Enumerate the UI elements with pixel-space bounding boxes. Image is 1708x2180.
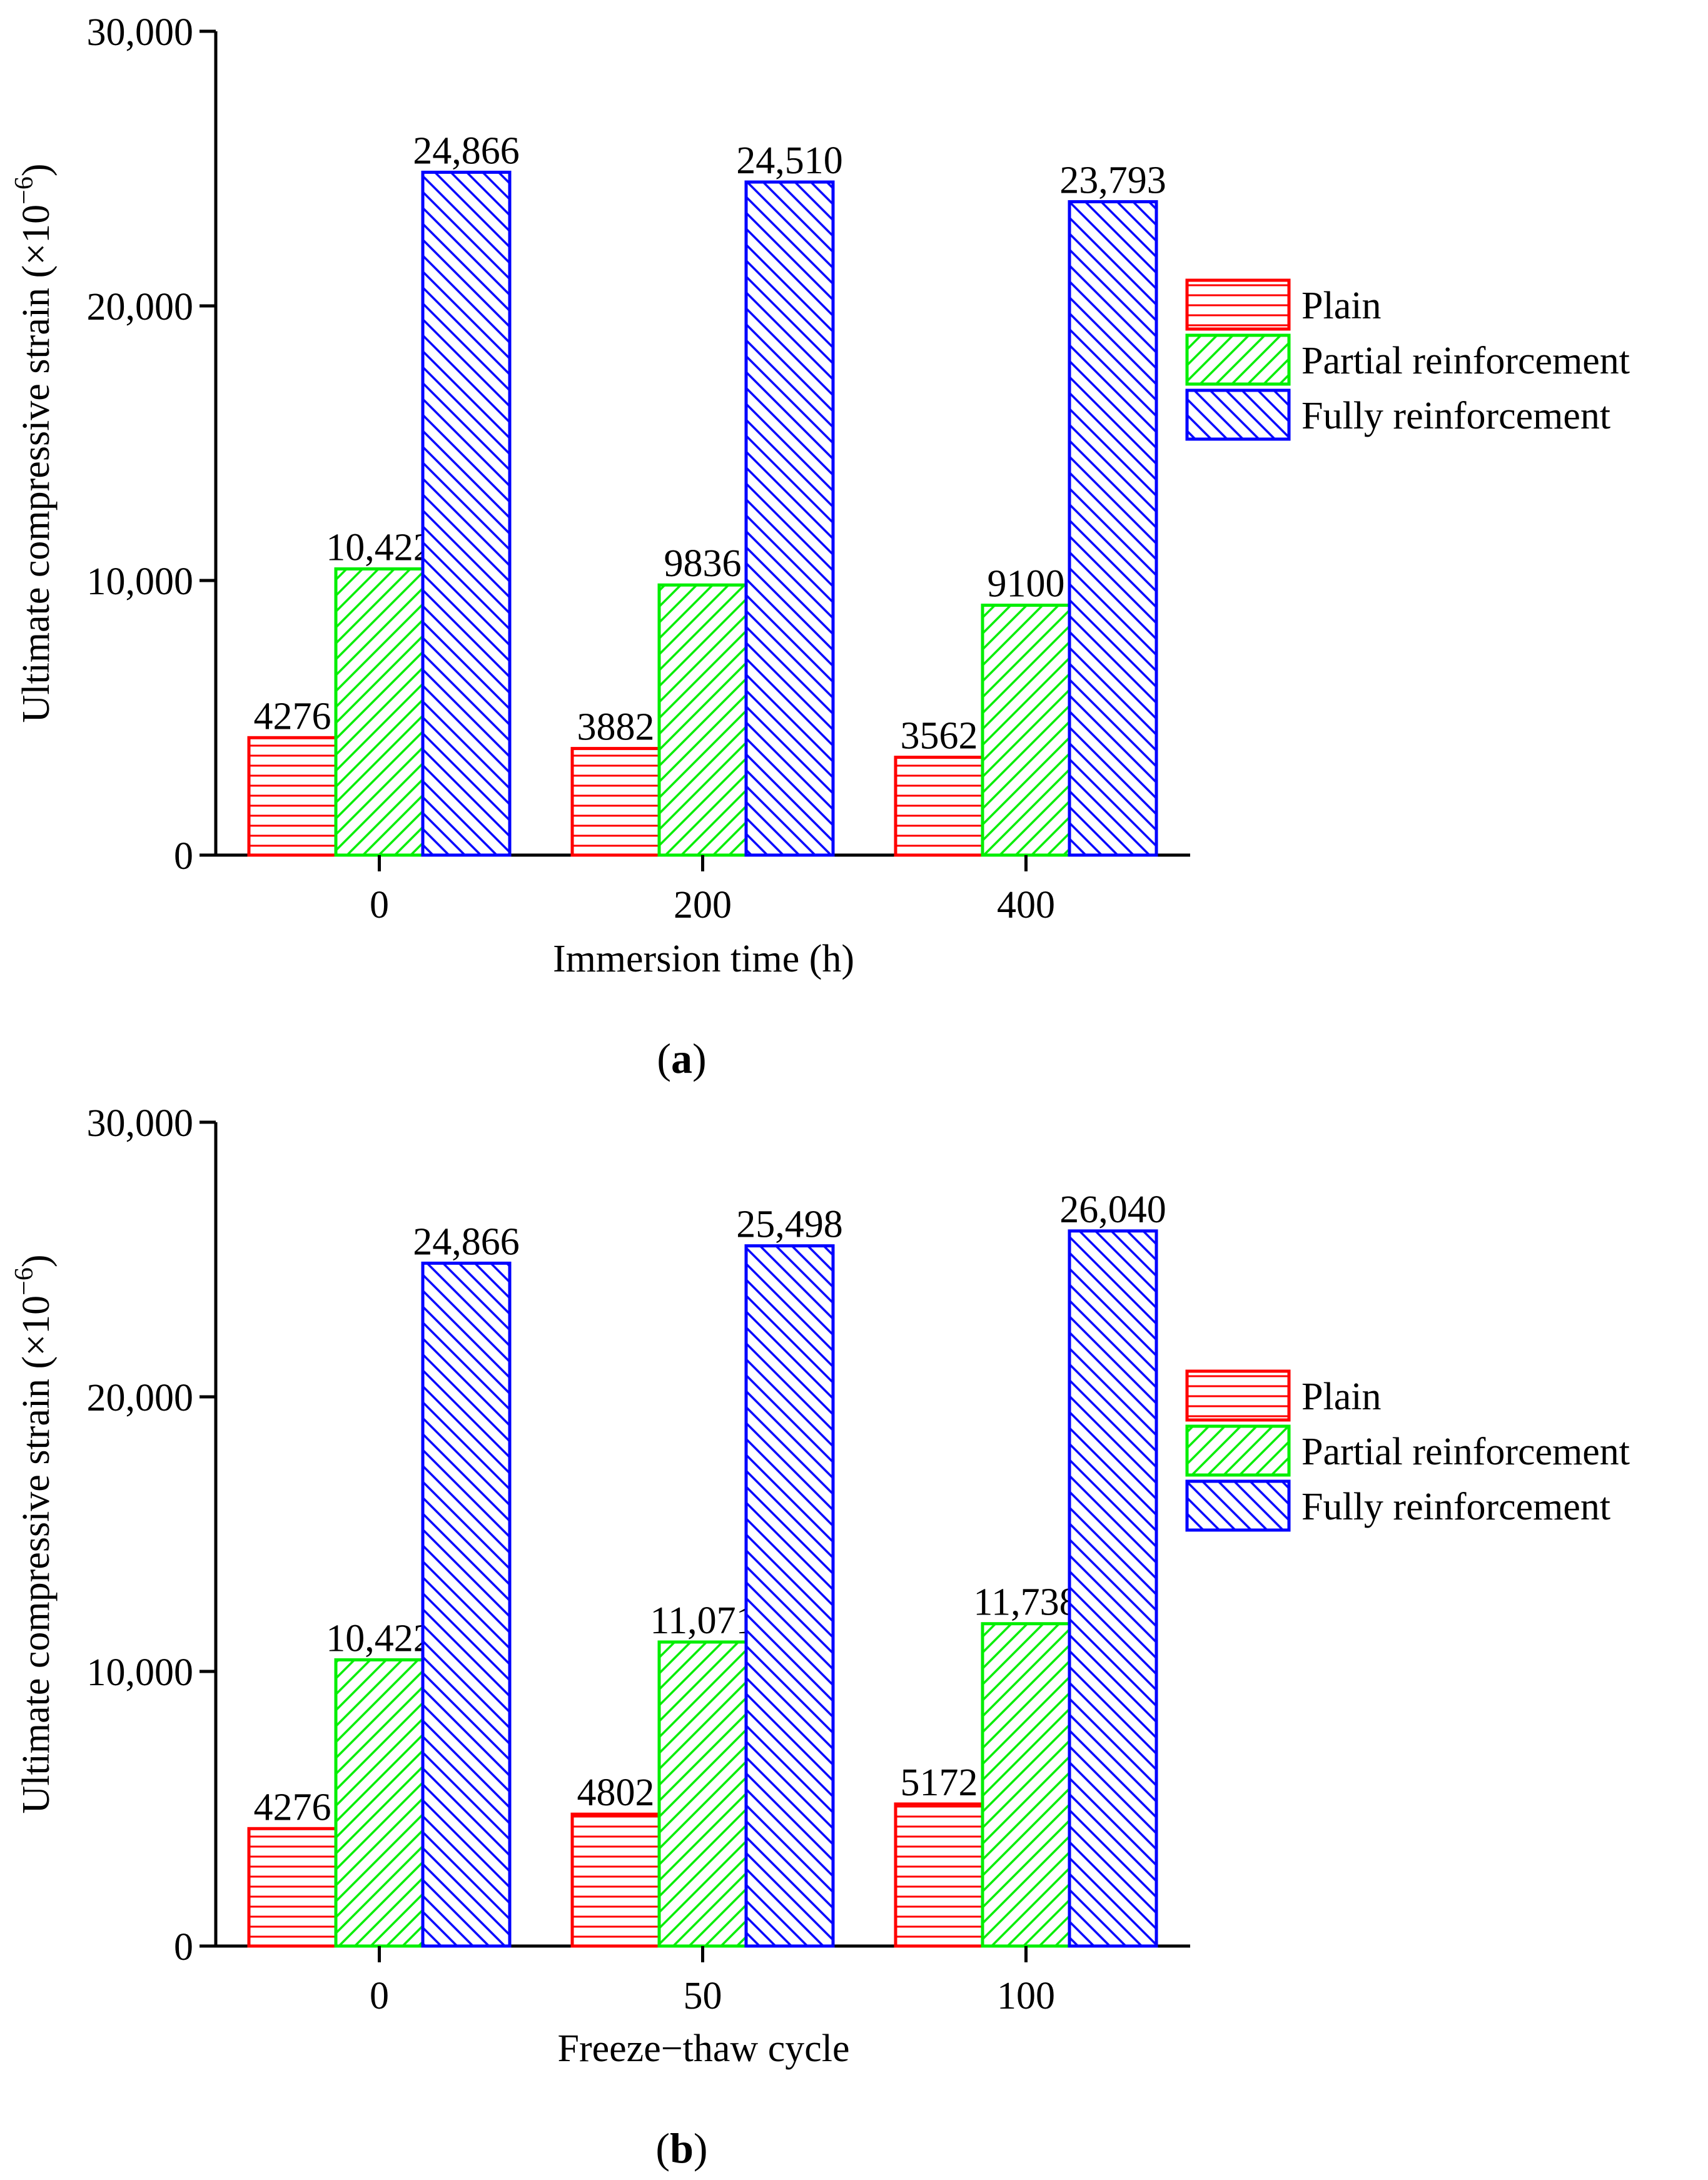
bar: [894, 1802, 984, 1948]
data-label: 3562: [901, 715, 978, 758]
x-tick-label: 400: [997, 884, 1055, 926]
data-label: 4276: [254, 695, 331, 738]
data-label: 26,040: [1059, 1189, 1166, 1231]
panel-b: 0 10,000 20,000 30,000 4276 10,422 24,866 0 4802…: [10, 1102, 1630, 2172]
bar: [247, 736, 338, 857]
x-tick-label: 100: [997, 1975, 1055, 2017]
panel-label-open: (: [655, 2124, 670, 2172]
y-tick-label: 0: [174, 835, 193, 878]
panel-label: (a): [657, 1035, 706, 1082]
y-axis-label-main: Ultimate compressive strain (×10: [15, 205, 58, 723]
data-label: 4802: [577, 1772, 655, 1814]
x-tick-label: 50: [684, 1975, 722, 2017]
bar: [1068, 1229, 1158, 1948]
data-label: 24,510: [736, 139, 843, 182]
panel-a: 0 10,000 20,000 30,000 4276 10,422 24,866 0 3882…: [10, 11, 1630, 1082]
data-label: 10,422: [326, 1617, 433, 1660]
y-axis-label: Ultimate compressive strain (×10−6): [10, 163, 58, 722]
panel-label: (b): [655, 2124, 707, 2172]
legend-label: Fully reinforcement: [1301, 1486, 1610, 1528]
data-label: 3882: [577, 706, 655, 749]
legend-label: Plain: [1301, 285, 1381, 327]
y-axis-label-main: Ultimate compressive strain (×10: [15, 1295, 58, 1814]
panel-label-open: (: [657, 1035, 671, 1082]
y-axis-label-exponent: −6: [10, 176, 39, 205]
bar: [981, 604, 1071, 857]
legend-label: Fully reinforcement: [1301, 395, 1610, 437]
data-label: 24,866: [413, 129, 520, 172]
legend-label: Partial reinforcement: [1301, 340, 1630, 382]
legend-label: Partial reinforcement: [1301, 1431, 1630, 1473]
x-tick-label: 200: [674, 884, 732, 926]
bar: [570, 747, 661, 857]
x-axis-label: Immersion time (h): [553, 938, 854, 980]
y-tick-label: 20,000: [87, 1377, 194, 1419]
bar: [744, 1244, 835, 1948]
x-tick-label: 0: [370, 884, 389, 926]
y-axis-label-close: ): [15, 1254, 58, 1267]
data-label: 10,422: [326, 526, 433, 569]
y-tick-label: 10,000: [87, 560, 194, 603]
bar: [744, 180, 835, 857]
data-label: 11,738: [973, 1581, 1078, 1624]
x-tick-label: 0: [370, 1975, 389, 2017]
y-tick-label: 20,000: [87, 286, 194, 328]
panel-label-close: ): [692, 1035, 707, 1082]
bar: [334, 567, 425, 857]
legend-swatch: [1185, 333, 1291, 386]
data-label: 4276: [254, 1786, 331, 1828]
bar: [894, 756, 984, 857]
y-axis-label-exponent: −6: [10, 1267, 39, 1295]
legend-swatch: [1185, 278, 1291, 331]
panel-label-letter: b: [670, 2124, 694, 2172]
data-label: 23,793: [1059, 159, 1166, 201]
bar: [1068, 200, 1158, 857]
y-tick-label: 30,000: [87, 1102, 194, 1145]
data-label: 5172: [901, 1762, 978, 1804]
bar: [421, 1261, 512, 1948]
y-tick-label: 10,000: [87, 1651, 194, 1694]
legend-label: Plain: [1301, 1376, 1381, 1418]
bar: [334, 1658, 425, 1948]
y-axis-label: Ultimate compressive strain (×10−6): [10, 1254, 58, 1813]
bar: [247, 1827, 338, 1948]
y-axis-label-close: ): [15, 163, 58, 176]
x-axis-label: Freeze−thaw cycle: [558, 2027, 850, 2070]
data-label: 9836: [664, 542, 742, 585]
data-label: 24,866: [413, 1220, 520, 1263]
data-label: 9100: [988, 563, 1065, 606]
legend-swatch: [1185, 1369, 1291, 1422]
data-label: 25,498: [736, 1204, 843, 1246]
data-label: 11,071: [650, 1600, 755, 1642]
bar: [657, 583, 748, 857]
legend-swatch: [1185, 1424, 1291, 1477]
bar: [657, 1640, 748, 1948]
y-tick-label: 30,000: [87, 11, 194, 54]
bar: [570, 1812, 661, 1948]
legend-swatch: [1185, 1479, 1291, 1532]
bar: [981, 1622, 1071, 1948]
panel-label-letter: a: [671, 1035, 692, 1082]
panel-label-close: ): [694, 2124, 708, 2172]
y-tick-label: 0: [174, 1926, 193, 1969]
legend-swatch: [1185, 388, 1291, 441]
bar: [421, 170, 512, 857]
